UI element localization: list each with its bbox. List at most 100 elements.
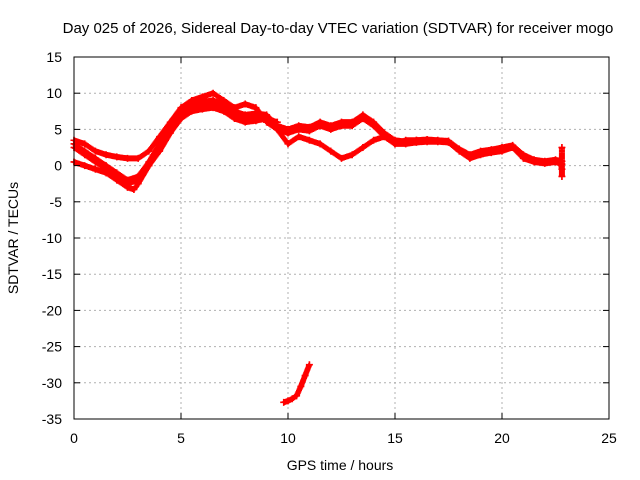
data-point [231, 104, 238, 112]
data-point [124, 154, 131, 162]
data-point [288, 395, 296, 403]
chart-title: Day 025 of 2026, Sidereal Day-to-day VTE… [63, 20, 614, 37]
data-point [209, 89, 217, 97]
data-point [305, 136, 313, 144]
data-point [402, 136, 410, 144]
data-point [558, 165, 566, 173]
data-point [391, 140, 399, 148]
series-track-f [556, 144, 566, 180]
x-tick-label: 10 [280, 430, 296, 446]
x-axis-label: GPS time / hours [287, 457, 394, 473]
data-point [280, 398, 288, 406]
series-track-e [70, 104, 281, 193]
y-axis-label: SDTVAR / TECUs [5, 182, 21, 294]
data-point [359, 111, 367, 119]
data-point [102, 162, 110, 170]
x-tick-label: 20 [494, 430, 510, 446]
x-tick-label: 0 [70, 430, 78, 446]
data-point [134, 180, 142, 188]
data-point [124, 183, 131, 191]
y-tick-label: -30 [42, 375, 62, 391]
y-tick-label: -25 [42, 339, 62, 355]
data-point [252, 104, 260, 112]
data-point [305, 361, 313, 369]
data-point [102, 151, 110, 159]
data-point [558, 144, 566, 151]
axis-ticks: 0 5 10 15 20 25 -35 -30 -25 -20 -15 -10 -5 0 5 10 15 [42, 49, 617, 446]
plot-frame [73, 56, 610, 420]
data-point [241, 118, 249, 126]
data-point [124, 176, 131, 184]
data-point [530, 156, 538, 164]
data-point [145, 147, 153, 155]
y-tick-label: 15 [46, 49, 62, 65]
data-point [370, 118, 378, 126]
data-point [327, 147, 335, 155]
grid-lines [74, 57, 609, 419]
data-point [91, 147, 99, 155]
data-point [348, 151, 356, 159]
data-point [359, 144, 367, 151]
y-tick-label: -35 [42, 411, 62, 427]
data-point [130, 185, 138, 193]
data-point [316, 118, 324, 126]
data-point [556, 154, 564, 162]
data-point [284, 125, 292, 133]
data-point [241, 100, 249, 108]
data-point [188, 107, 196, 115]
data-point [209, 96, 217, 104]
data-point [156, 133, 164, 141]
data-point [241, 111, 249, 119]
data-point [198, 105, 206, 113]
y-tick-label: 0 [54, 158, 62, 174]
data-point [509, 141, 517, 149]
y-tick-label: 5 [54, 121, 62, 137]
data-point [466, 151, 474, 159]
data-point [284, 397, 292, 405]
data-point [487, 146, 495, 154]
data-point [220, 107, 228, 115]
data-point [434, 136, 442, 144]
x-tick-label: 5 [177, 430, 185, 446]
data-points [70, 89, 566, 406]
data-point [445, 137, 452, 145]
series-track-d [280, 361, 313, 406]
data-point [348, 118, 356, 126]
data-point [477, 147, 485, 155]
y-tick-label: -5 [50, 194, 63, 210]
data-point [338, 154, 345, 162]
series-track-c [70, 89, 431, 162]
data-point [102, 169, 110, 177]
data-point [412, 136, 420, 144]
data-point [166, 118, 174, 126]
data-point [305, 123, 313, 131]
y-tick-label: -20 [42, 302, 62, 318]
data-point [455, 145, 463, 153]
data-point [295, 133, 303, 141]
data-point [145, 162, 153, 170]
data-point [188, 96, 196, 104]
x-tick-label: 25 [601, 430, 617, 446]
y-tick-label: -10 [42, 230, 62, 246]
data-point [209, 104, 217, 112]
data-point [370, 136, 378, 144]
data-point [166, 129, 174, 137]
data-point [327, 122, 335, 130]
data-point [293, 392, 301, 400]
data-point [284, 140, 292, 148]
data-point [301, 372, 309, 380]
data-point [295, 122, 303, 130]
data-point [541, 157, 549, 165]
data-point [177, 104, 185, 112]
data-point [156, 147, 164, 155]
data-point [297, 382, 305, 390]
data-point [558, 172, 566, 180]
data-point [231, 115, 238, 123]
y-tick-label: -15 [42, 266, 62, 282]
data-point [177, 115, 185, 123]
data-point [198, 93, 206, 101]
data-point [91, 165, 99, 173]
data-point [220, 96, 228, 104]
